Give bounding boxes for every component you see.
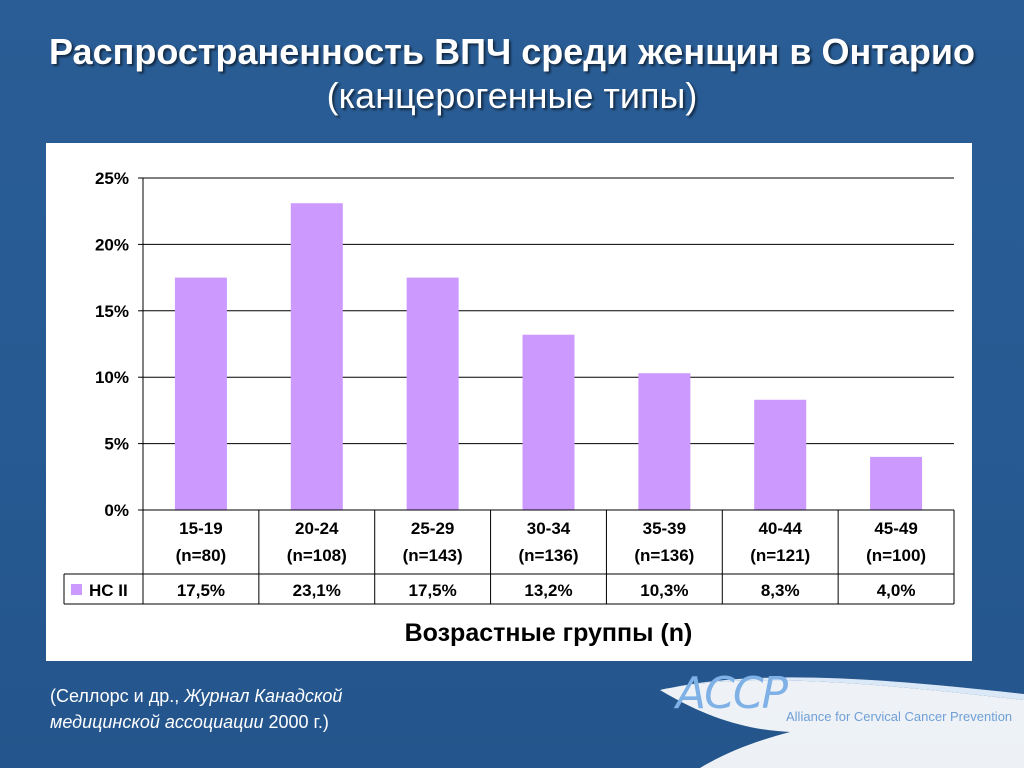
data-value-label: 10,3% [640,581,688,600]
slide-title-sub: (канцерогенные типы) [326,75,698,116]
bar [290,203,343,510]
legend-label: HC II [89,581,128,600]
x-tick-label: 25-29 [411,519,454,538]
x-tick-label: 20-24 [295,519,339,538]
x-tick-n-label: (n=100) [866,546,926,565]
x-tick-n-label: (n=80) [176,546,227,565]
y-tick-label: 20% [95,235,129,254]
bar [174,277,227,510]
x-tick-n-label: (n=108) [287,546,347,565]
chart-panel: 0% 5% 10% 15% 20% 25% 15-19 (n=80) 20-24 (n=108) 2… [46,143,972,661]
x-tick-label: 40-44 [758,519,802,538]
x-tick-n-label: (n=121) [750,546,810,565]
data-value-label: 23,1% [293,581,341,600]
citation-prefix: (Селлорс и др., [50,686,185,706]
x-tick-n-label: (n=136) [519,546,579,565]
citation-journal-1: Журнал Канадской [184,686,343,706]
accp-logo-banner [660,677,1024,768]
x-tick-n-label: (n=143) [403,546,463,565]
bar [522,334,575,510]
data-value-label: 17,5% [177,581,225,600]
x-tick-label: 35-39 [643,519,686,538]
citation-journal-2: медицинской ассоциации [50,712,264,732]
y-tick-label: 15% [95,302,129,321]
accp-logo-mark: ACCP [676,668,788,719]
x-tick-label: 30-34 [527,519,571,538]
legend-swatch [71,584,82,595]
data-value-label: 4,0% [877,581,916,600]
citation: (Селлорс и др., Журнал Канадской медицин… [50,683,342,735]
bar [406,277,459,510]
accp-logo-text: Alliance for Cervical Cancer Prevention [786,709,1013,724]
slide-title: Распространенность ВПЧ среди женщин в Он… [0,30,1024,118]
data-value-label: 13,2% [524,581,572,600]
x-tick-label: 45-49 [874,519,917,538]
slide-title-main: Распространенность ВПЧ среди женщин в Он… [49,31,975,72]
y-tick-label: 25% [95,169,129,188]
data-value-label: 17,5% [409,581,457,600]
y-tick-label: 5% [104,435,129,454]
y-tick-label: 0% [104,501,129,520]
bar-chart: 0% 5% 10% 15% 20% 25% 15-19 (n=80) 20-24 (n=108) 2… [63,169,955,647]
y-tick-label: 10% [95,368,129,387]
x-tick-n-label: (n=136) [634,546,694,565]
x-tick-label: 15-19 [179,519,222,538]
data-value-label: 8,3% [761,581,800,600]
bar [870,456,923,510]
bar [754,399,807,510]
bar [638,373,691,510]
citation-suffix: 2000 г.) [263,712,329,732]
x-axis-title: Возрастные группы (n) [405,619,693,647]
